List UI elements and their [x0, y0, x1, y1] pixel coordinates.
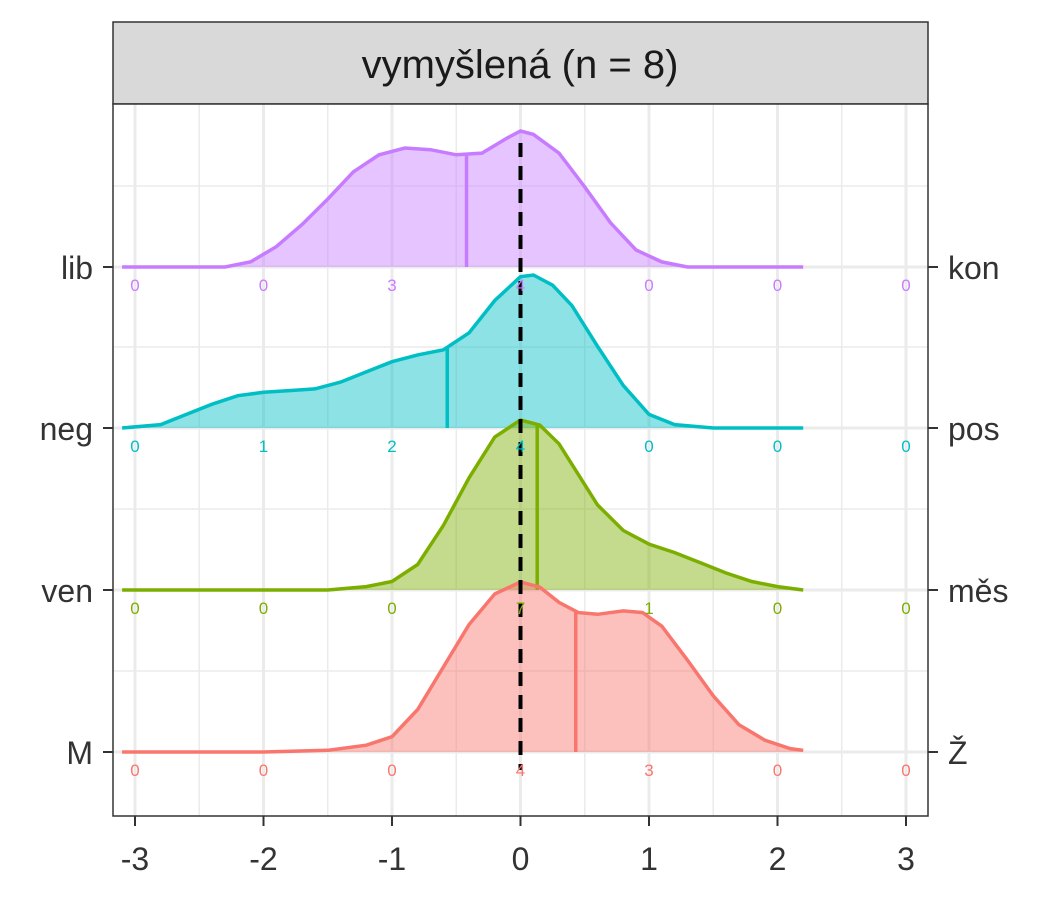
- count-label: 2: [387, 437, 396, 456]
- count-label: 0: [387, 599, 396, 618]
- count-label: 0: [901, 599, 910, 618]
- y-label-right: pos: [948, 411, 1000, 447]
- count-label: 0: [901, 761, 910, 780]
- count-label: 7: [516, 599, 525, 618]
- x-tick-label: -3: [121, 841, 149, 877]
- count-label: 0: [644, 276, 653, 295]
- count-label: 4: [516, 276, 525, 295]
- count-label: 0: [259, 761, 268, 780]
- y-label-right: Ž: [948, 735, 968, 771]
- x-tick-label: 0: [512, 841, 530, 877]
- ridge-area-neg: [122, 275, 804, 428]
- count-label: 0: [773, 599, 782, 618]
- y-label-right: měs: [948, 573, 1008, 609]
- count-label: 0: [773, 761, 782, 780]
- count-label: 3: [387, 276, 396, 295]
- count-label: 0: [644, 437, 653, 456]
- x-axis: -3 -2 -1 0 1 2 3: [121, 816, 915, 877]
- x-tick-label: 3: [897, 841, 915, 877]
- x-tick-label: -2: [249, 841, 277, 877]
- count-label: 0: [259, 599, 268, 618]
- ridge-line-M: [122, 580, 804, 754]
- ridge-area-M: [122, 582, 804, 752]
- count-label: 0: [259, 276, 268, 295]
- ridge-neg: [121, 273, 804, 430]
- count-label: 1: [644, 599, 653, 618]
- ridge-line-neg: [121, 273, 804, 430]
- x-tick-label: 1: [640, 841, 658, 877]
- x-tick-label: -1: [378, 841, 406, 877]
- ridge-area-ven: [122, 420, 804, 590]
- facet-title: vymyšlená (n = 8): [362, 43, 679, 87]
- count-label: 0: [901, 437, 910, 456]
- count-label: 0: [901, 276, 910, 295]
- count-label: 0: [130, 276, 139, 295]
- count-label: 0: [130, 599, 139, 618]
- count-label: 0: [773, 437, 782, 456]
- facet-strip: [112, 21, 929, 105]
- y-label-left: M: [66, 735, 93, 771]
- y-label-left: neg: [40, 411, 93, 447]
- ridge-lib: [122, 129, 804, 269]
- ridge-M: [122, 580, 804, 754]
- count-label: 0: [387, 761, 396, 780]
- count-label: 0: [773, 276, 782, 295]
- count-label: 4: [516, 761, 525, 780]
- count-label: 0: [130, 761, 139, 780]
- count-label: 1: [259, 437, 268, 456]
- count-label: 3: [644, 761, 653, 780]
- count-label: 4: [516, 437, 525, 456]
- ridge-ven: [122, 418, 804, 592]
- ridge-line-lib: [122, 129, 804, 269]
- y-label-left: lib: [61, 250, 93, 286]
- ridges: [121, 129, 804, 754]
- ridge-line-ven: [122, 418, 804, 592]
- y-label-left: ven: [41, 573, 93, 609]
- count-labels: 0 0 0 4 3 0 0 0 0 0 7 1 0 0 0 1 2 4 0 0 0 0 0 3 4 0 0 0: [130, 276, 910, 780]
- x-tick-label: 2: [769, 841, 787, 877]
- y-label-right: kon: [948, 250, 1000, 286]
- count-label: 0: [130, 437, 139, 456]
